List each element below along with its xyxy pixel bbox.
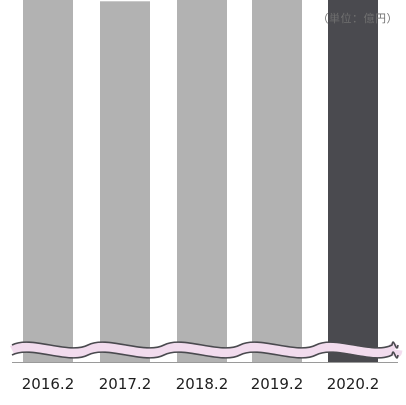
bar-2017.2 (100, 1, 150, 363)
x-tick-label-2019.2: 2019.2 (251, 375, 304, 393)
x-tick-label-2020.2: 2020.2 (327, 375, 380, 393)
bar-2020.2 (328, 0, 378, 363)
bar-2019.2 (252, 0, 302, 362)
bar-2016.2 (23, 0, 73, 363)
unit-note: （単位：億円） (317, 12, 398, 25)
axis-break-line-top (11, 341, 399, 349)
axis-break-band (9, 342, 403, 358)
x-tick-label-2016.2: 2016.2 (22, 375, 75, 393)
x-tick-label-2018.2: 2018.2 (176, 375, 229, 393)
bar-2018.2 (177, 0, 227, 362)
x-tick-label-2017.2: 2017.2 (99, 375, 152, 393)
axis-break-line-bottom (11, 351, 399, 359)
